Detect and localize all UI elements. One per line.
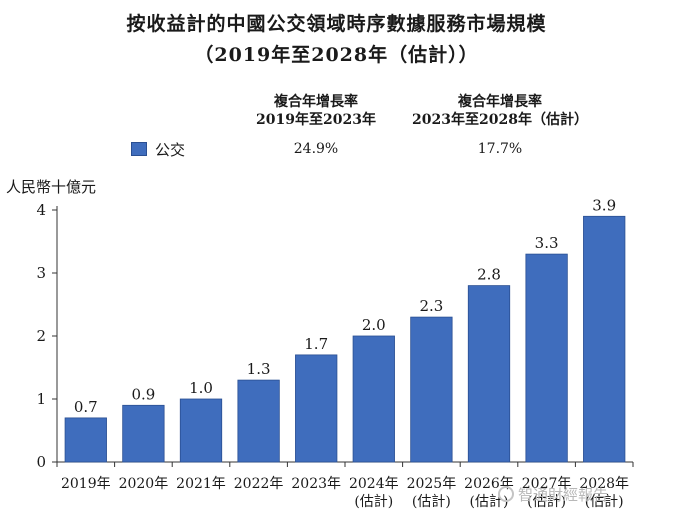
watermark-logo-icon (498, 486, 514, 502)
bar (295, 354, 338, 463)
bar (179, 398, 223, 463)
y-axis-label: 人民幣十億元 (6, 178, 97, 196)
cagr-header-2023-2028: 複合年增長率 2023年至2028年（估計） (395, 93, 605, 129)
chart-title: 按收益計的中國公交領域時序數據服務市場規模 (126, 13, 547, 35)
x-tick-label: 2022年 (234, 476, 284, 492)
bar (352, 335, 395, 463)
cagr-header-2019-2023-line1: 複合年增長率 (274, 94, 358, 110)
cagr-header-2019-2023: 複合年增長率 2019年至2023年 (226, 93, 406, 129)
cagr-value-2019-2023: 24.9% (293, 141, 339, 157)
x-tick-label: (估計) (527, 494, 566, 510)
y-tick-label: 2 (36, 327, 46, 345)
x-tick-label: (估計) (354, 494, 393, 510)
bar (122, 404, 165, 463)
bar-value-label: 2.0 (362, 316, 386, 334)
x-tick-label: 2025年 (407, 476, 457, 492)
bar (64, 417, 107, 463)
bar-value-label: 0.9 (131, 385, 155, 403)
y-tick-label: 3 (36, 264, 46, 282)
x-tick-label: 2024年 (349, 476, 399, 492)
x-tick-label: (估計) (412, 494, 451, 510)
x-tick-label: 2027年 (522, 476, 572, 492)
bar-value-label: 3.3 (535, 234, 559, 252)
x-tick-label: 2019年 (61, 476, 111, 492)
chart-subtitle: （2019年至2028年（估計）） (194, 44, 479, 66)
x-tick-label: 2028年 (579, 476, 629, 492)
watermark: 智通財經報告 (518, 486, 609, 504)
bar-value-label: 1.3 (247, 360, 271, 378)
cagr-value-2023-2028: 17.7% (477, 141, 523, 157)
bar-value-label: 0.7 (74, 398, 98, 416)
y-tick-label: 4 (36, 201, 46, 219)
bar (467, 285, 511, 463)
legend-label: 公交 (155, 141, 186, 159)
x-tick-label: 2023年 (291, 476, 341, 492)
bar-value-label: 1.0 (189, 379, 213, 397)
x-tick-label: 2020年 (119, 476, 169, 492)
legend-swatch (131, 142, 147, 156)
bar-value-label: 1.7 (304, 335, 328, 353)
y-tick-label: 0 (36, 453, 46, 471)
x-tick-label: 2021年 (176, 476, 226, 492)
x-tick-label: (估計) (585, 494, 624, 510)
bar (237, 379, 280, 463)
bar (410, 316, 453, 463)
bar (525, 253, 568, 463)
bar-value-label: 2.3 (419, 297, 443, 315)
bar-value-label: 3.9 (592, 196, 616, 214)
cagr-header-2023-2028-line2: 2023年至2028年（估計） (412, 112, 588, 128)
bar-value-label: 2.8 (477, 266, 501, 284)
y-tick-label: 1 (36, 390, 46, 408)
cagr-header-2023-2028-line1: 複合年增長率 (458, 94, 542, 110)
bar (583, 215, 626, 463)
cagr-header-2019-2023-line2: 2019年至2023年 (256, 112, 376, 128)
